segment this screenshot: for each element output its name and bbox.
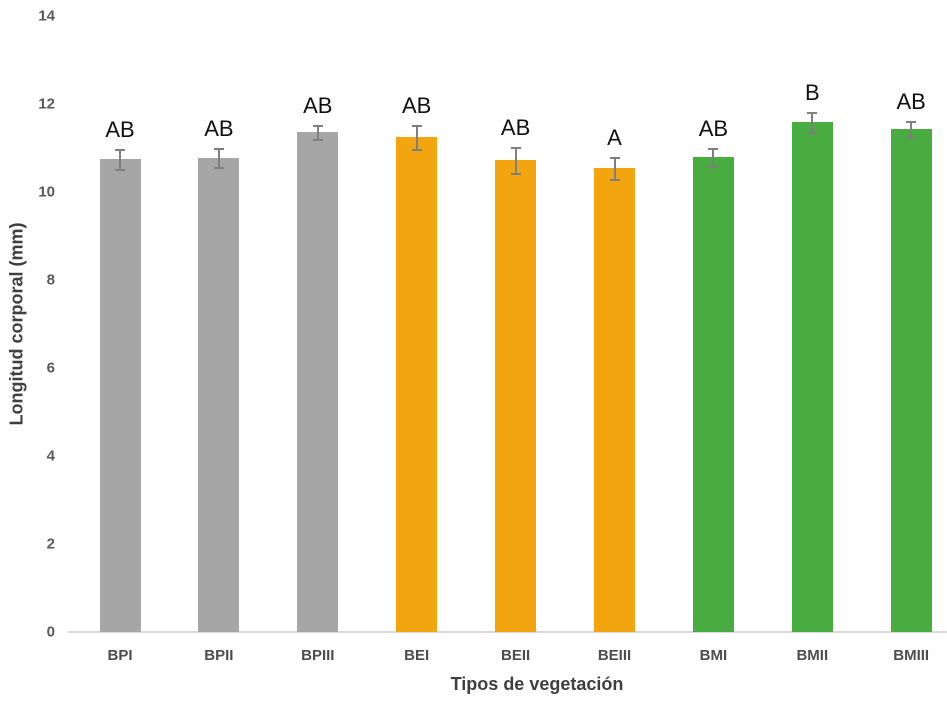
x-axis-line [68, 631, 947, 633]
bar-BEI [396, 137, 438, 632]
y-tick-label: 2 [46, 535, 55, 553]
error-bar-BPI [119, 149, 121, 169]
error-bar-cap [609, 179, 620, 181]
significance-letter-BMI: AB [698, 116, 729, 141]
x-tick-label-BPI: BPI [107, 647, 133, 664]
bar-BPI [99, 159, 141, 632]
significance-letter-BPII: AB [204, 116, 234, 141]
error-bar-BPIII [316, 125, 319, 139]
error-bar-BMI [712, 148, 715, 166]
error-bar-cap [609, 157, 620, 159]
y-tick-label: 6 [46, 359, 55, 377]
x-tick-label-BPII: BPII [204, 647, 234, 664]
error-bar-cap [807, 132, 818, 134]
significance-letter-BEII: AB [500, 115, 531, 140]
y-tick-label: 12 [38, 95, 55, 113]
error-bar-BMIII [910, 121, 913, 137]
error-bar-cap [906, 137, 917, 139]
error-bar-cap [115, 169, 125, 171]
error-bar-BEIII [613, 157, 616, 179]
x-tick-label-BEI: BEI [404, 647, 430, 664]
bar-BMIII [890, 129, 932, 632]
bar-BMI [692, 157, 734, 632]
error-bar-cap [312, 139, 323, 141]
error-bar-cap [906, 121, 917, 123]
x-tick-label-BMII: BMII [796, 647, 829, 664]
x-axis-title: Tipos de vegetación [450, 674, 624, 694]
error-bar-cap [411, 125, 422, 127]
error-bar-cap [510, 173, 521, 175]
error-bar-cap [510, 147, 521, 149]
significance-letter-BPI: AB [105, 117, 135, 142]
error-bar-cap [411, 149, 422, 151]
x-tick-label-BEIII: BEIII [597, 647, 632, 664]
significance-letter-BPIII: AB [303, 93, 333, 118]
x-tick-label-BMI: BMI [699, 647, 728, 664]
y-tick-label: 14 [38, 7, 55, 25]
significance-letter-BEI: AB [402, 93, 432, 118]
bar-BEIII [594, 168, 635, 632]
y-tick-label: 10 [38, 183, 55, 201]
significance-letter-BMIII: AB [896, 89, 926, 114]
error-bar-cap [312, 125, 323, 127]
significance-letter-BMII: B [804, 80, 820, 105]
error-bar-cap [708, 148, 719, 150]
error-bar-BMII [811, 112, 814, 132]
x-tick-label-BPIII: BPIII [301, 647, 335, 664]
error-bar-BPII [217, 148, 220, 167]
error-bar-cap [708, 166, 719, 168]
error-bar-cap [213, 148, 224, 150]
bar-BEII [495, 160, 537, 632]
bar-BPII [198, 158, 240, 632]
x-tick-label-BMIII: BMIII [893, 647, 930, 664]
error-bar-BEI [415, 125, 418, 149]
bar-BPIII [297, 132, 339, 632]
error-bar-cap [115, 149, 125, 151]
error-bar-cap [807, 112, 818, 114]
y-tick-label: 4 [46, 447, 55, 465]
error-bar-cap [213, 167, 224, 169]
error-bar-BEII [514, 147, 517, 173]
bar-BMII [791, 122, 833, 632]
y-tick-label: 8 [46, 271, 55, 289]
y-axis-title: Longitud corporal (mm) [6, 222, 27, 426]
x-tick-label-BEII: BEII [501, 647, 531, 664]
significance-letter-BEIII: A [607, 125, 622, 150]
y-tick-label: 0 [46, 623, 55, 641]
